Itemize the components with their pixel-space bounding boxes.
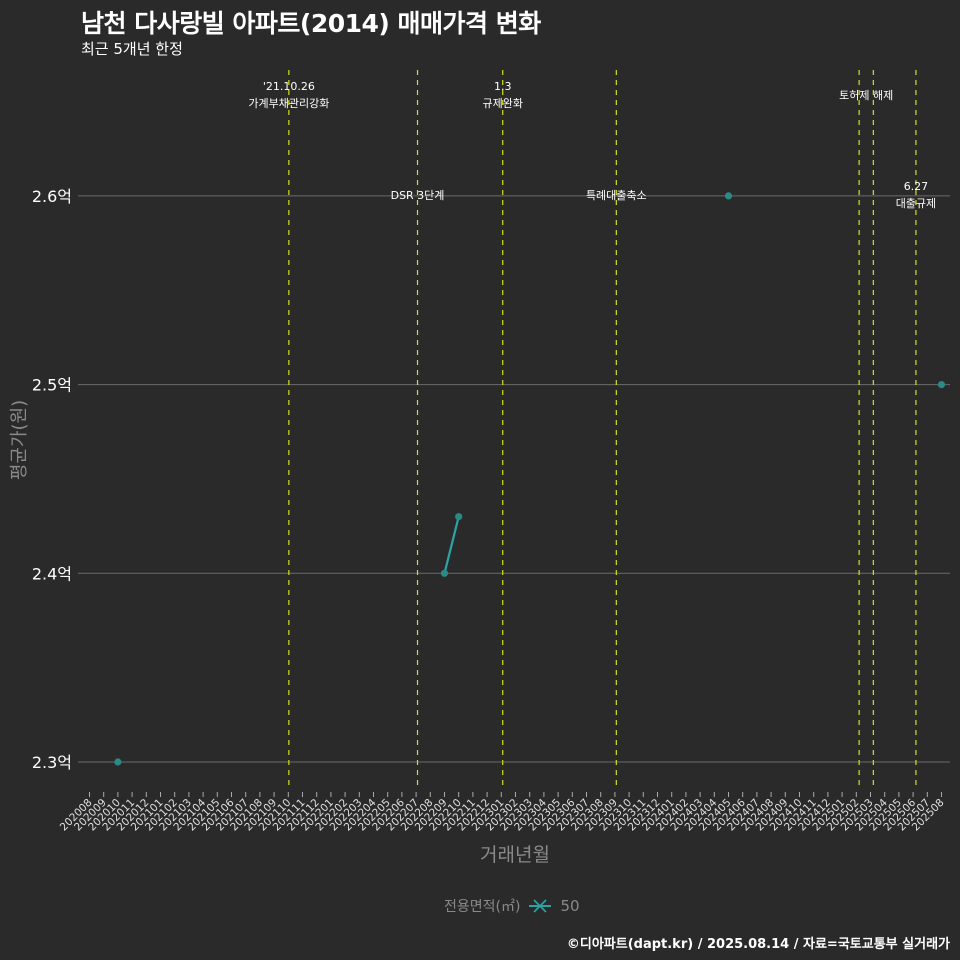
event-annotation: 1.3	[494, 80, 512, 93]
event-annotation: DSR 3단계	[391, 189, 445, 202]
source-credit: ©디아파트(dapt.kr) / 2025.08.14 / 자료=국토교통부 실…	[566, 937, 950, 952]
y-tick-label: 2.4억	[32, 564, 72, 583]
event-annotation: 대출규제	[896, 197, 936, 210]
event-annotation: 6.27	[904, 180, 929, 193]
data-point	[455, 513, 463, 521]
y-tick-label: 2.5억	[32, 376, 72, 395]
chart-subtitle: 최근 5개년 한정	[81, 40, 183, 58]
event-annotation: 특례대출축소	[586, 189, 647, 202]
data-point	[724, 192, 733, 200]
series-line	[443, 516, 460, 574]
y-tick-label: 2.6억	[32, 187, 72, 206]
y-tick-label: 2.3억	[32, 753, 72, 772]
data-point	[114, 758, 122, 766]
event-annotation: 가계부채관리강화	[248, 97, 329, 110]
event-annotation: 토허제 해제	[839, 88, 893, 102]
event-annotation: 규제완화	[482, 97, 522, 110]
data-point	[440, 569, 449, 577]
event-annotation: '21.10.26	[263, 80, 315, 93]
x-axis-label: 거래년월	[480, 844, 550, 866]
legend-title: 전용면적(㎡)	[444, 899, 521, 915]
legend: 전용면적(㎡) 50	[444, 896, 580, 916]
legend-entry-50: 50	[560, 897, 580, 915]
legend-key-icon	[529, 899, 552, 913]
data-point	[937, 381, 946, 389]
y-axis-label: 평균가(원)	[9, 399, 30, 481]
chart-title: 남천 다사랑빌 아파트(2014) 매매가격 변화	[81, 9, 541, 38]
